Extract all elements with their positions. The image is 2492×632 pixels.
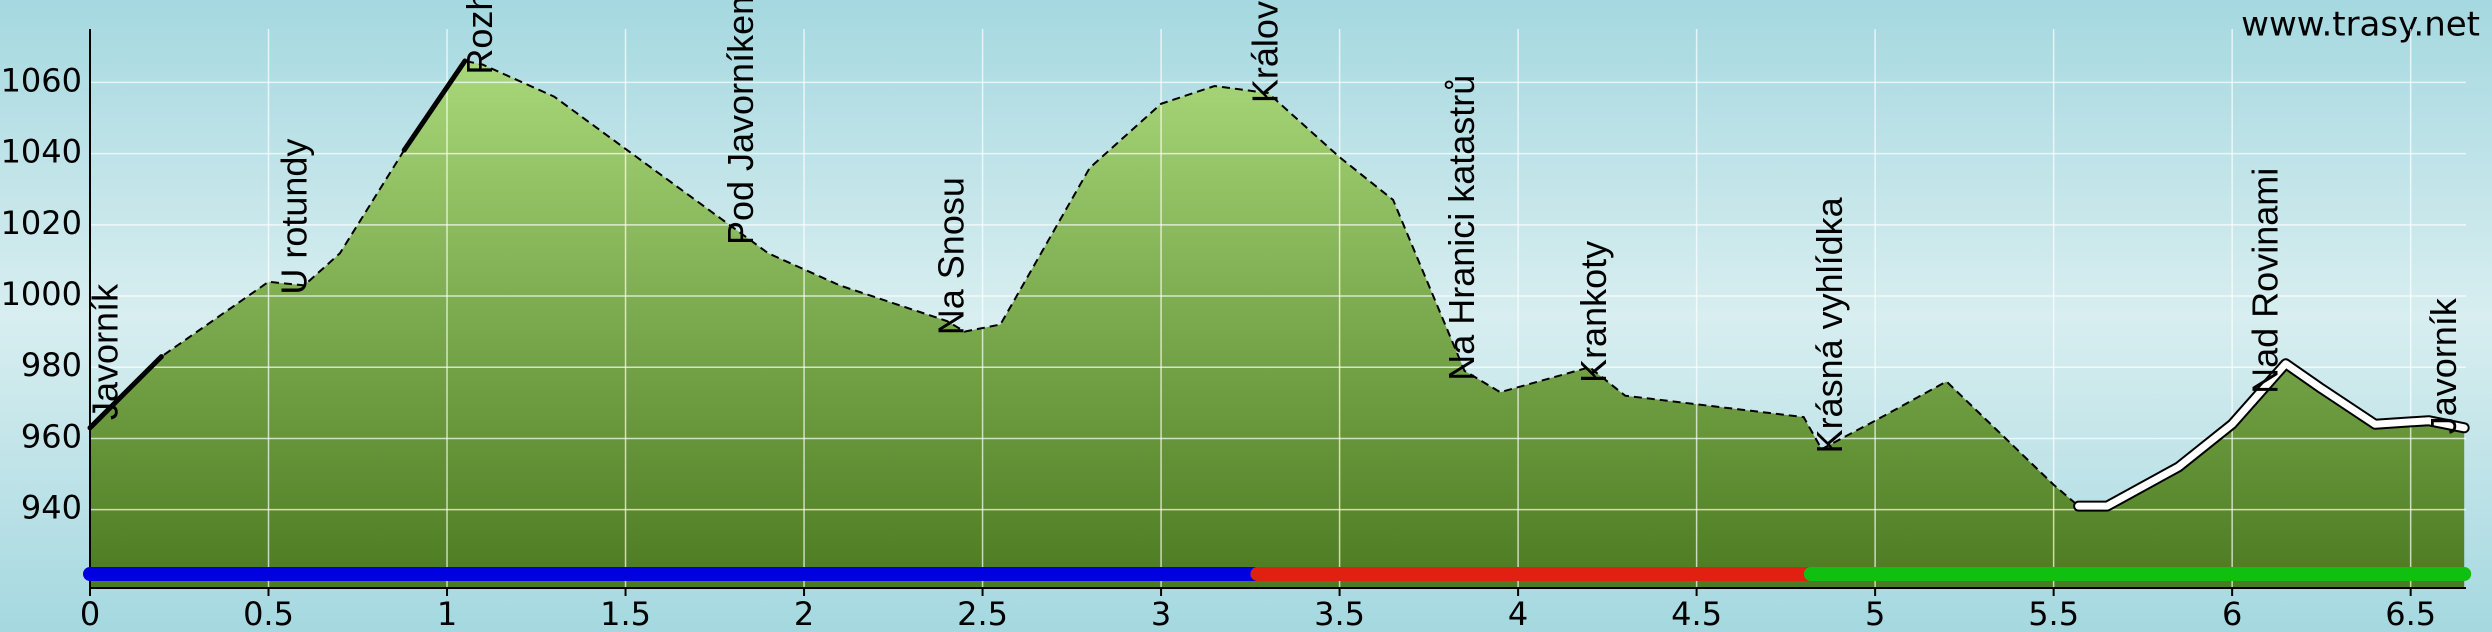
waypoint-label: Královský kámen: [1245, 0, 1286, 103]
waypoint-label: Nad Rovinami: [2244, 168, 2285, 394]
y-tick-label: 960: [21, 417, 82, 455]
watermark: www.trasy.net: [2241, 5, 2480, 45]
x-tick-label: 3: [1151, 595, 1171, 632]
x-tick-label: 5.5: [2028, 595, 2079, 632]
highlight: [87, 354, 164, 431]
x-tick-label: 2: [794, 595, 814, 632]
waypoint-label: Rozhledna na Javorníku: [459, 0, 500, 75]
x-tick-label: 3.5: [1314, 595, 1365, 632]
y-tick-label: 1000: [1, 275, 82, 313]
waypoint-label: Javorník: [2423, 297, 2464, 434]
waypoint-label: Krásná vyhlídka: [1809, 196, 1850, 453]
x-tick-label: 1: [437, 595, 457, 632]
x-tick-label: 0: [80, 595, 100, 632]
waypoint-label: Pod Javorníkem: [720, 0, 761, 245]
x-tick-label: 2.5: [957, 595, 1008, 632]
highlight: [2075, 360, 2468, 510]
x-tick-label: 5: [1865, 595, 1885, 632]
x-tick-label: 4: [1508, 595, 1528, 632]
waypoint-label: Na Hranici katastrů: [1441, 75, 1482, 381]
y-tick-label: 1040: [1, 133, 82, 171]
y-tick-label: 1060: [1, 61, 82, 99]
waypoint-label: Krankoty: [1573, 241, 1614, 383]
x-tick-label: 0.5: [243, 595, 294, 632]
waypoint-label: Na Snosu: [931, 177, 972, 335]
y-tick-label: 1020: [1, 204, 82, 242]
elevation-area: [90, 61, 2465, 588]
y-tick-label: 980: [21, 346, 82, 384]
x-tick-label: 6.5: [2385, 595, 2436, 632]
y-tick-label: 940: [21, 489, 82, 527]
highlight: [401, 58, 468, 153]
x-tick-label: 6: [2222, 595, 2242, 632]
x-tick-label: 1.5: [600, 595, 651, 632]
waypoint-label: U rotundy: [274, 139, 315, 295]
x-tick-label: 4.5: [1671, 595, 1722, 632]
waypoint-label: Javorník: [84, 283, 125, 420]
